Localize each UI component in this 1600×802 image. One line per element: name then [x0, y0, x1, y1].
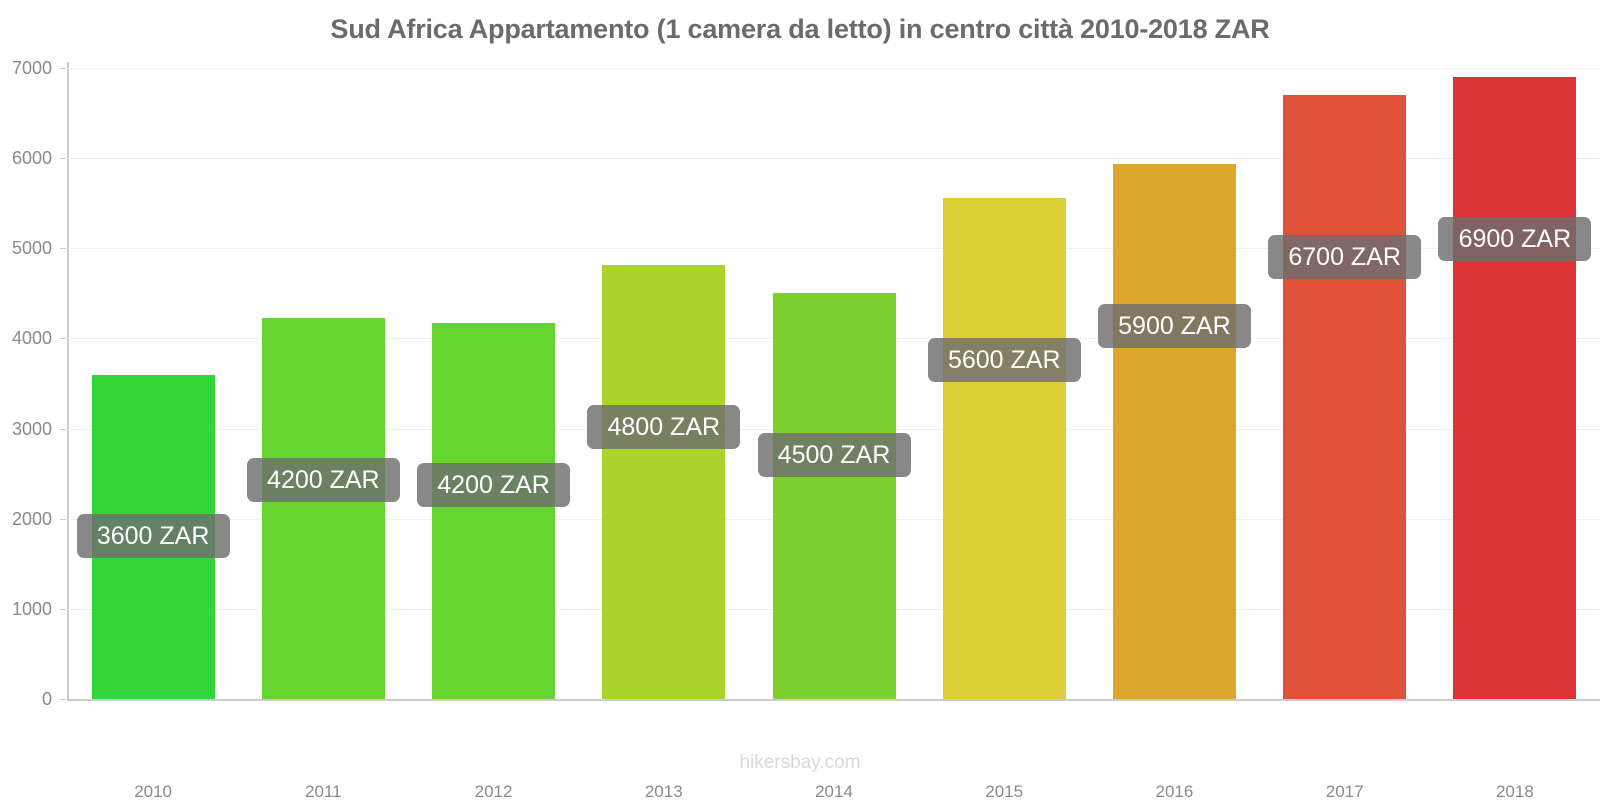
x-axis-tick-label-2010: 2010 [134, 782, 173, 801]
gridline [68, 699, 1600, 701]
y-axis-tick-label: 3000 [11, 418, 52, 439]
bar-2014[interactable] [772, 293, 896, 699]
y-axis-tick-label: 7000 [11, 58, 52, 78]
y-axis-tick-label: 1000 [11, 598, 52, 619]
bar-2011[interactable] [261, 317, 385, 699]
chart-title: Sud Africa Appartamento (1 camera da let… [330, 14, 1270, 44]
gridline [68, 158, 1600, 160]
y-axis-tick-label: 0 [41, 689, 52, 709]
x-axis-tick-label-2017: 2017 [1325, 782, 1364, 801]
bar-value-label-2015: 5600 ZAR [927, 337, 1081, 382]
bar-value-label-2013: 4800 ZAR [587, 404, 741, 449]
bar-2017[interactable] [1283, 95, 1407, 699]
y-axis-tick-mark [60, 158, 66, 160]
y-axis-tick-label: 6000 [11, 148, 52, 169]
y-axis-line [67, 62, 69, 701]
bar-value-label-2012: 4200 ZAR [417, 463, 571, 508]
bar-2015[interactable] [942, 197, 1066, 699]
bar-2012[interactable] [432, 323, 556, 699]
y-axis-tick-mark [60, 428, 66, 430]
bar-2013[interactable] [602, 264, 726, 699]
bar-2016[interactable] [1112, 164, 1236, 699]
bar-value-label-2011: 4200 ZAR [246, 457, 400, 502]
y-axis-tick-mark [60, 248, 66, 250]
y-axis-tick-mark [60, 68, 66, 69]
gridline [68, 248, 1600, 250]
x-axis-tick-label-2013: 2013 [644, 782, 683, 801]
x-axis-tick-label-2011: 2011 [305, 782, 342, 801]
y-axis-tick-label: 5000 [11, 238, 52, 259]
gridline [68, 68, 1600, 69]
y-axis-tick-mark [60, 608, 66, 610]
footer-credit: hikersbay.com [739, 752, 861, 773]
plot-area: 7000 6000 5000 4000 3000 2000 1000 0 3600 ZAR 201… [12, 59, 1600, 801]
bar-2018[interactable] [1453, 77, 1577, 699]
x-axis-tick-label-2016: 2016 [1155, 782, 1194, 801]
y-axis-tick-mark [60, 699, 66, 700]
y-axis-tick-mark [60, 518, 66, 520]
x-axis-tick-label-2014: 2014 [815, 782, 853, 801]
x-axis-tick-label-2012: 2012 [474, 782, 513, 801]
x-axis-tick-label-2015: 2015 [985, 782, 1024, 801]
y-axis-tick-label: 2000 [11, 508, 52, 529]
x-axis-tick-label-2018: 2018 [1495, 782, 1534, 801]
bar-value-label-2014: 4500 ZAR [757, 433, 911, 478]
bar-value-label-2010: 3600 ZAR [76, 514, 230, 559]
y-axis-tick-label: 4000 [11, 328, 52, 349]
y-axis-tick-mark [60, 338, 66, 340]
bar-value-label-2018: 6900 ZAR [1438, 217, 1592, 261]
bar-value-label-2017: 6700 ZAR [1268, 235, 1422, 280]
bar-value-label-2016: 5900 ZAR [1097, 304, 1251, 349]
